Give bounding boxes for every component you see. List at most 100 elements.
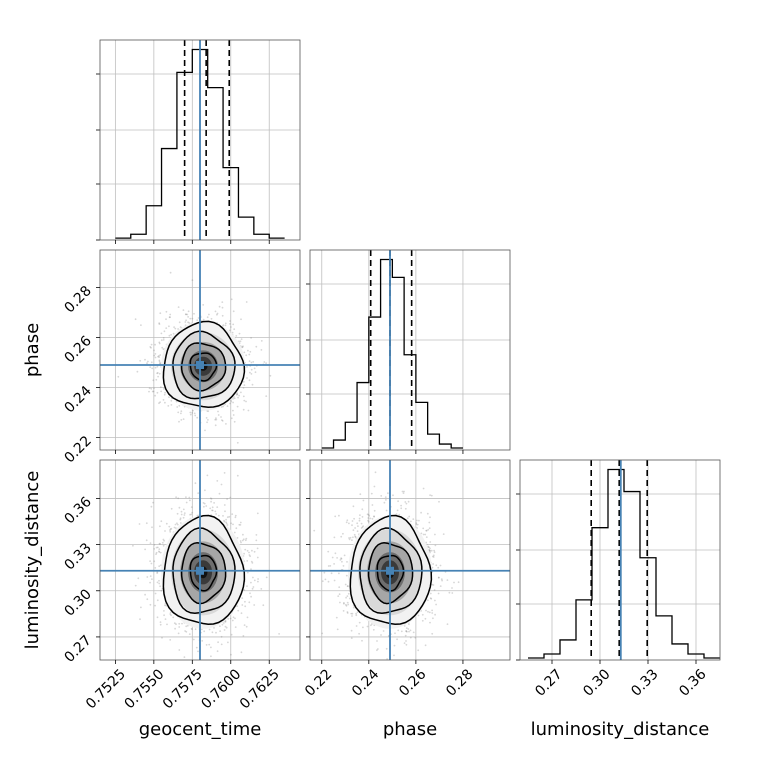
scatter-point xyxy=(370,492,373,495)
histogram-bin xyxy=(357,383,369,450)
scatter-point xyxy=(210,317,213,320)
scatter-point xyxy=(165,522,168,525)
scatter-point xyxy=(189,499,191,502)
scatter-point xyxy=(360,527,363,529)
scatter-point xyxy=(233,531,236,534)
scatter-point xyxy=(194,628,197,631)
scatter-point xyxy=(223,504,226,506)
scatter-point xyxy=(240,651,243,654)
scatter-point xyxy=(146,598,149,601)
scatter-point xyxy=(216,650,219,653)
scatter-point xyxy=(250,373,253,375)
scatter-point xyxy=(346,595,349,597)
scatter-point xyxy=(234,626,237,628)
scatter-point xyxy=(169,316,171,319)
scatter-point xyxy=(387,492,389,495)
scatter-point xyxy=(210,500,213,503)
scatter-point xyxy=(405,630,408,633)
scatter-point xyxy=(343,602,345,605)
scatter-point xyxy=(431,583,434,586)
scatter-point xyxy=(215,513,218,515)
scatter-point xyxy=(176,512,179,515)
scatter-point xyxy=(246,571,249,574)
scatter-point xyxy=(429,621,431,624)
scatter-point xyxy=(367,517,370,519)
scatter-point xyxy=(162,337,165,339)
scatter-point xyxy=(178,321,181,324)
scatter-point xyxy=(185,313,188,316)
scatter-point xyxy=(197,317,200,319)
scatter-point xyxy=(341,560,343,563)
histogram-bin xyxy=(345,422,357,450)
scatter-point xyxy=(431,609,433,612)
scatter-point xyxy=(182,418,185,420)
scatter-point xyxy=(225,423,227,425)
scatter-point xyxy=(163,610,165,612)
scatter-point xyxy=(408,623,410,626)
scatter-point xyxy=(150,505,153,508)
scatter-point xyxy=(392,494,394,497)
scatter-point xyxy=(175,496,178,499)
scatter-point xyxy=(180,412,182,415)
scatter-point xyxy=(236,537,239,539)
scatter-point xyxy=(417,649,420,652)
scatter-point xyxy=(241,604,244,606)
scatter-point xyxy=(434,613,436,616)
scatter-point xyxy=(154,353,157,355)
scatter-point xyxy=(214,310,217,313)
scatter-point xyxy=(168,316,171,319)
truth-marker xyxy=(196,361,204,369)
scatter-point xyxy=(339,559,342,561)
scatter-point xyxy=(158,550,160,553)
scatter-point xyxy=(222,622,225,624)
scatter-point xyxy=(422,487,425,490)
scatter-point xyxy=(196,514,199,517)
scatter-point xyxy=(205,505,208,507)
scatter-point xyxy=(159,551,162,554)
scatter-point xyxy=(184,321,187,323)
scatter-point xyxy=(183,512,186,514)
scatter-point xyxy=(385,499,387,501)
scatter-point xyxy=(361,526,364,529)
scatter-point xyxy=(224,324,227,327)
scatter-point xyxy=(220,406,223,408)
scatter-point xyxy=(163,393,166,396)
scatter-point xyxy=(232,616,235,619)
scatter-point xyxy=(232,401,235,404)
histogram-bin xyxy=(254,234,269,240)
scatter-point xyxy=(246,549,249,552)
scatter-point xyxy=(217,414,220,416)
scatter-point xyxy=(405,640,407,642)
scatter-point xyxy=(158,322,161,325)
scatter-point xyxy=(178,622,181,625)
scatter-point xyxy=(393,644,396,647)
scatter-point xyxy=(163,388,165,390)
scatter-point xyxy=(400,507,403,510)
scatter-point xyxy=(437,566,440,569)
scatter-point xyxy=(440,578,443,581)
scatter-point xyxy=(211,506,214,509)
contour-0 xyxy=(162,514,246,625)
scatter-point xyxy=(158,323,161,325)
scatter-point xyxy=(179,522,182,524)
scatter-point xyxy=(179,517,182,520)
scatter-point xyxy=(355,614,358,617)
scatter-point xyxy=(242,395,245,398)
scatter-point xyxy=(248,551,250,554)
scatter-point xyxy=(144,548,147,551)
scatter-panel-geocent_time-luminosity_distance xyxy=(96,459,301,664)
scatter-point xyxy=(401,490,404,493)
scatter-point xyxy=(386,658,388,660)
histogram-bin xyxy=(404,355,416,450)
scatter-point xyxy=(239,524,242,526)
scatter-point xyxy=(408,515,411,518)
scatter-point xyxy=(187,316,190,318)
scatter-point xyxy=(246,616,249,619)
scatter-point xyxy=(149,581,152,584)
scatter-point xyxy=(180,510,183,513)
scatter-point xyxy=(194,482,197,485)
scatter-point xyxy=(149,366,152,368)
scatter-point xyxy=(149,560,152,562)
scatter-point xyxy=(146,362,148,365)
scatter-point xyxy=(340,557,342,560)
